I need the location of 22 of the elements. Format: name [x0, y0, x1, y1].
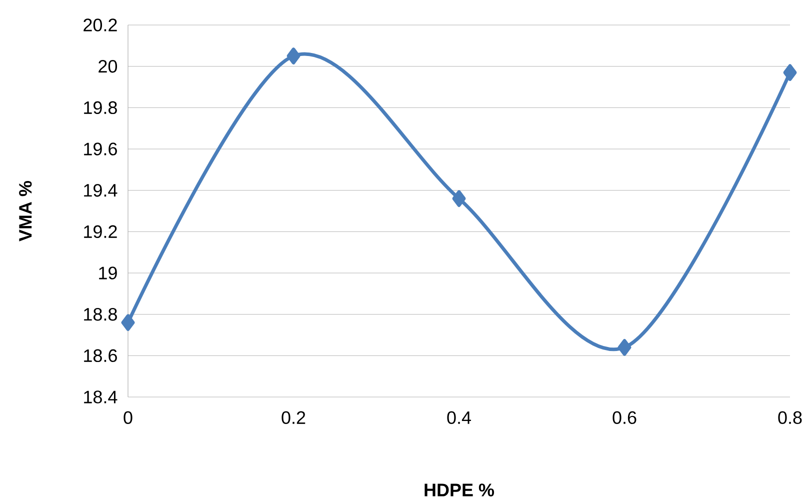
x-tick-label: 0.2 — [282, 411, 306, 424]
x-tick-label: 0.8 — [778, 411, 802, 424]
y-tick-label: 20.2 — [84, 18, 117, 32]
point — [618, 338, 632, 356]
x-tick-label: 0 — [124, 411, 132, 424]
point — [452, 190, 466, 207]
y-tick-label: 20 — [98, 60, 118, 73]
point — [286, 48, 300, 64]
y-tick-label: 19.6 — [84, 142, 117, 156]
x-axis-title: HDPE % — [424, 484, 494, 496]
x-tick-label: 0.4 — [447, 411, 471, 424]
y-tick-label: 19 — [99, 266, 117, 280]
y-axis-title: VMA % — [19, 180, 32, 242]
y-tick-label: 18.8 — [84, 308, 117, 321]
y-tick-label: 18.6 — [84, 349, 117, 362]
y-tick-label: 19.4 — [84, 184, 118, 197]
x-tick-label: 0.6 — [612, 411, 636, 424]
y-tick-label: 18.4 — [84, 390, 118, 404]
point — [783, 64, 797, 81]
point — [121, 314, 135, 331]
y-tick-label: 19.8 — [84, 101, 117, 114]
y-tick-label: 19.2 — [84, 225, 117, 238]
